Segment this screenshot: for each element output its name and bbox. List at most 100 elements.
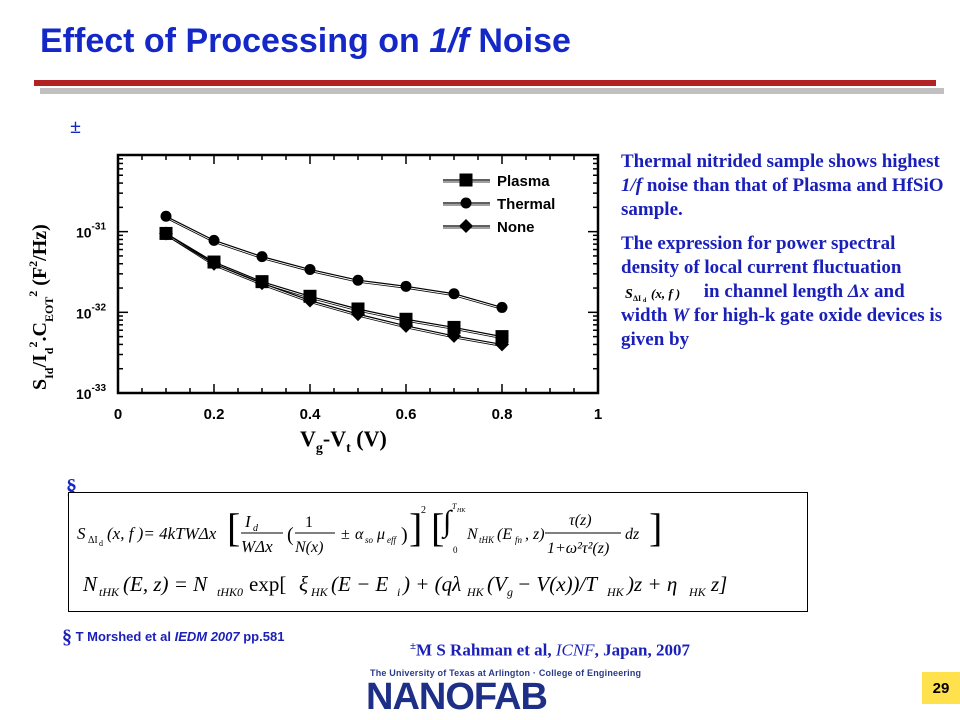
section-mark: §	[66, 474, 77, 499]
svg-text:tHK0: tHK0	[217, 585, 243, 599]
svg-text:, z): , z)	[525, 526, 545, 543]
data-point	[399, 318, 413, 333]
ref2-mark: ±	[410, 640, 417, 652]
data-point	[255, 276, 269, 291]
title-prefix: Effect of Processing on	[40, 22, 430, 60]
chart-legend: Plasma Thermal None	[443, 173, 555, 236]
svg-text:ΔI: ΔI	[88, 535, 98, 546]
svg-text:(E − E: (E − E	[331, 572, 388, 596]
svg-text:dz: dz	[625, 526, 640, 543]
svg-text:1+ω²τ²(z): 1+ω²τ²(z)	[547, 540, 609, 557]
svg-text:S: S	[625, 287, 633, 302]
equation-box: S ΔI d (x, f )= 4kTWΔx [ I d WΔx ( 1 N(x…	[68, 492, 808, 612]
noise-chart: 0 0.2 0.4 0.6 0.8 1 10-33 10-32 10-31 Plasma Ther…	[26, 153, 602, 456]
description-para-2: The expression for power spectral densit…	[621, 232, 951, 352]
x-tick-label: 0.2	[204, 406, 225, 423]
svg-text:exp[: exp[	[249, 572, 286, 596]
description: Thermal nitrided sample shows highest 1/…	[621, 150, 951, 362]
para2-text-b: in channel length	[699, 281, 848, 302]
plusminus-mark: ±	[70, 116, 81, 138]
description-para-1: Thermal nitrided sample shows highest 1/…	[621, 150, 951, 222]
svg-text:z]: z]	[710, 572, 727, 596]
data-point	[495, 330, 509, 344]
svg-text:(: (	[287, 524, 294, 546]
svg-text:N: N	[82, 572, 98, 596]
ref1-venue: IEDM 2007	[174, 628, 240, 644]
svg-text:I: I	[244, 512, 252, 531]
legend-label: Plasma	[497, 173, 550, 190]
svg-text:SId/Id2.CEOT2 (F2/Hz): SId/Id2.CEOT2 (F2/Hz)	[26, 224, 56, 390]
svg-text:(x, f ): (x, f )	[651, 286, 680, 301]
data-point	[351, 307, 365, 322]
svg-text:): )	[401, 524, 408, 546]
svg-text:eff: eff	[387, 535, 397, 545]
svg-text:τ(z): τ(z)	[569, 512, 592, 529]
title-rule-shadow	[40, 88, 944, 94]
data-point	[496, 301, 508, 313]
series-line-shadow	[165, 217, 503, 310]
svg-text:N: N	[466, 526, 479, 543]
ref1-mark: §	[62, 626, 72, 648]
x-tick-label: 0.4	[300, 406, 322, 423]
para1-text-b: noise than that of Plasma and HfSiO samp…	[621, 175, 944, 220]
svg-text:tHK: tHK	[479, 535, 495, 545]
svg-text:[: [	[431, 505, 444, 550]
series-line	[165, 215, 503, 309]
data-point	[447, 320, 461, 334]
data-point	[448, 288, 460, 300]
legend-label: Thermal	[497, 196, 555, 213]
para1-text-a: Thermal nitrided sample shows highest	[621, 151, 940, 172]
svg-text:]: ]	[649, 505, 662, 550]
svg-text:α: α	[355, 526, 364, 543]
x-axis-label: Vg-Vt (V)	[300, 426, 387, 456]
data-point	[256, 251, 268, 263]
svg-text:g: g	[507, 585, 513, 599]
svg-text:(x, f )= 4kTWΔx: (x, f )= 4kTWΔx	[107, 524, 217, 543]
series-line	[165, 232, 503, 338]
data-point	[208, 234, 220, 246]
psd-symbol: S ΔI d (x, f )	[625, 286, 680, 302]
data-point	[304, 263, 316, 275]
svg-text:±: ±	[341, 526, 350, 543]
legend-marker	[460, 197, 472, 209]
svg-text:1: 1	[305, 514, 313, 531]
axis-ticks	[117, 155, 599, 394]
series-line-shadow	[165, 235, 503, 347]
svg-text:(E: (E	[497, 526, 512, 543]
x-tick-label: 0.8	[492, 406, 513, 423]
ref1-authors: T Morshed et al	[72, 628, 175, 644]
equation-trap-density: N tHK (E, z) = N tHK0 exp[ ξ HK (E − E i…	[82, 572, 727, 599]
legend-marker	[459, 173, 473, 187]
para2-text-a: The expression for power spectral densit…	[621, 233, 902, 278]
svg-text:d: d	[643, 298, 647, 302]
svg-text:N(x): N(x)	[294, 539, 323, 556]
svg-text:0: 0	[453, 545, 458, 555]
title-italic: 1/f	[429, 22, 469, 60]
data-point	[159, 226, 173, 241]
svg-text:ξ: ξ	[299, 572, 308, 596]
reference-morshed: § T Morshed et al IEDM 2007 pp.581	[62, 626, 284, 649]
nanofab-logo: The University of Texas at Arlington · C…	[366, 668, 641, 718]
data-point	[400, 280, 412, 292]
legend-label: None	[497, 219, 535, 236]
reference-rahman: ±M S Rahman et al, ICNF, Japan, 2007	[410, 640, 690, 661]
legend-marker	[459, 219, 473, 233]
x-tick-label: 0	[114, 406, 122, 423]
svg-text:d: d	[99, 539, 103, 548]
svg-text:]: ]	[409, 505, 422, 550]
x-tick-label: 1	[594, 406, 602, 423]
logo-tagline: The University of Texas at Arlington · C…	[370, 668, 642, 678]
data-point	[352, 274, 364, 286]
slide-title: Effect of Processing on 1/f Noise	[40, 22, 571, 61]
ref2-venue: ICNF	[555, 640, 595, 660]
para1-italic: 1/f	[621, 175, 643, 196]
title-suffix: Noise	[468, 22, 571, 60]
data-point	[207, 256, 221, 271]
svg-text:(E, z) = N: (E, z) = N	[123, 572, 208, 596]
para2-text-c: and width	[621, 281, 905, 326]
svg-text:HK: HK	[606, 585, 625, 599]
x-tick-label: 0.6	[396, 406, 417, 423]
svg-text:so: so	[365, 535, 374, 545]
svg-text:HK: HK	[466, 585, 485, 599]
svg-text:)z + η: )z + η	[626, 572, 677, 596]
